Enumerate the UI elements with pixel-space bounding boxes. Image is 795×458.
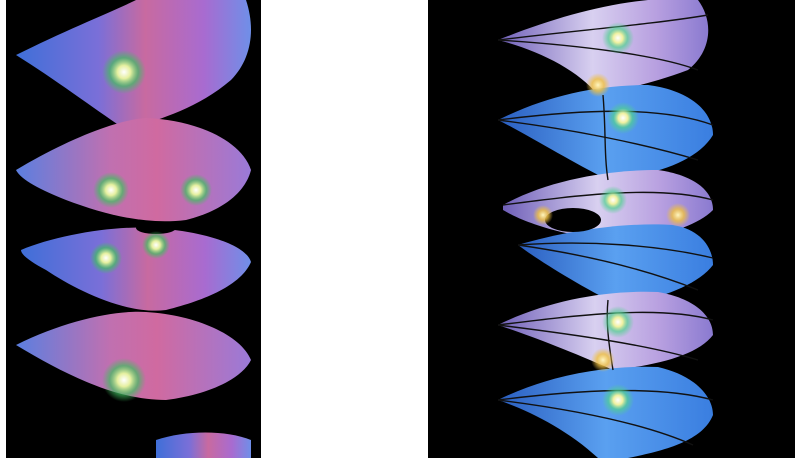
right-surface-panel	[428, 0, 795, 458]
left-sheet-3	[21, 227, 251, 311]
right-glow	[586, 73, 610, 97]
left-glow	[142, 231, 170, 259]
left-sheet-2	[16, 118, 251, 222]
left-hole	[136, 222, 176, 234]
left-glow	[102, 358, 146, 402]
right-glow	[607, 102, 639, 134]
left-glow	[180, 174, 212, 206]
left-glow	[93, 172, 129, 208]
right-sheet-6	[498, 366, 713, 458]
left-surface-image	[16, 0, 251, 458]
right-glow	[533, 205, 553, 225]
right-surface-image	[497, 0, 714, 458]
left-sheet-5	[156, 432, 251, 458]
right-glow	[666, 203, 690, 227]
left-surface-panel	[6, 0, 261, 458]
left-sheet-4	[16, 311, 251, 400]
left-glow	[102, 50, 146, 94]
right-sheet-1	[498, 0, 709, 95]
left-glow	[90, 242, 122, 274]
right-glow	[591, 348, 615, 372]
right-glow	[602, 22, 634, 54]
right-glow	[602, 306, 634, 338]
right-sheet-4	[518, 224, 713, 305]
right-hole	[545, 208, 601, 232]
right-glow	[599, 186, 627, 214]
right-glow	[602, 384, 634, 416]
